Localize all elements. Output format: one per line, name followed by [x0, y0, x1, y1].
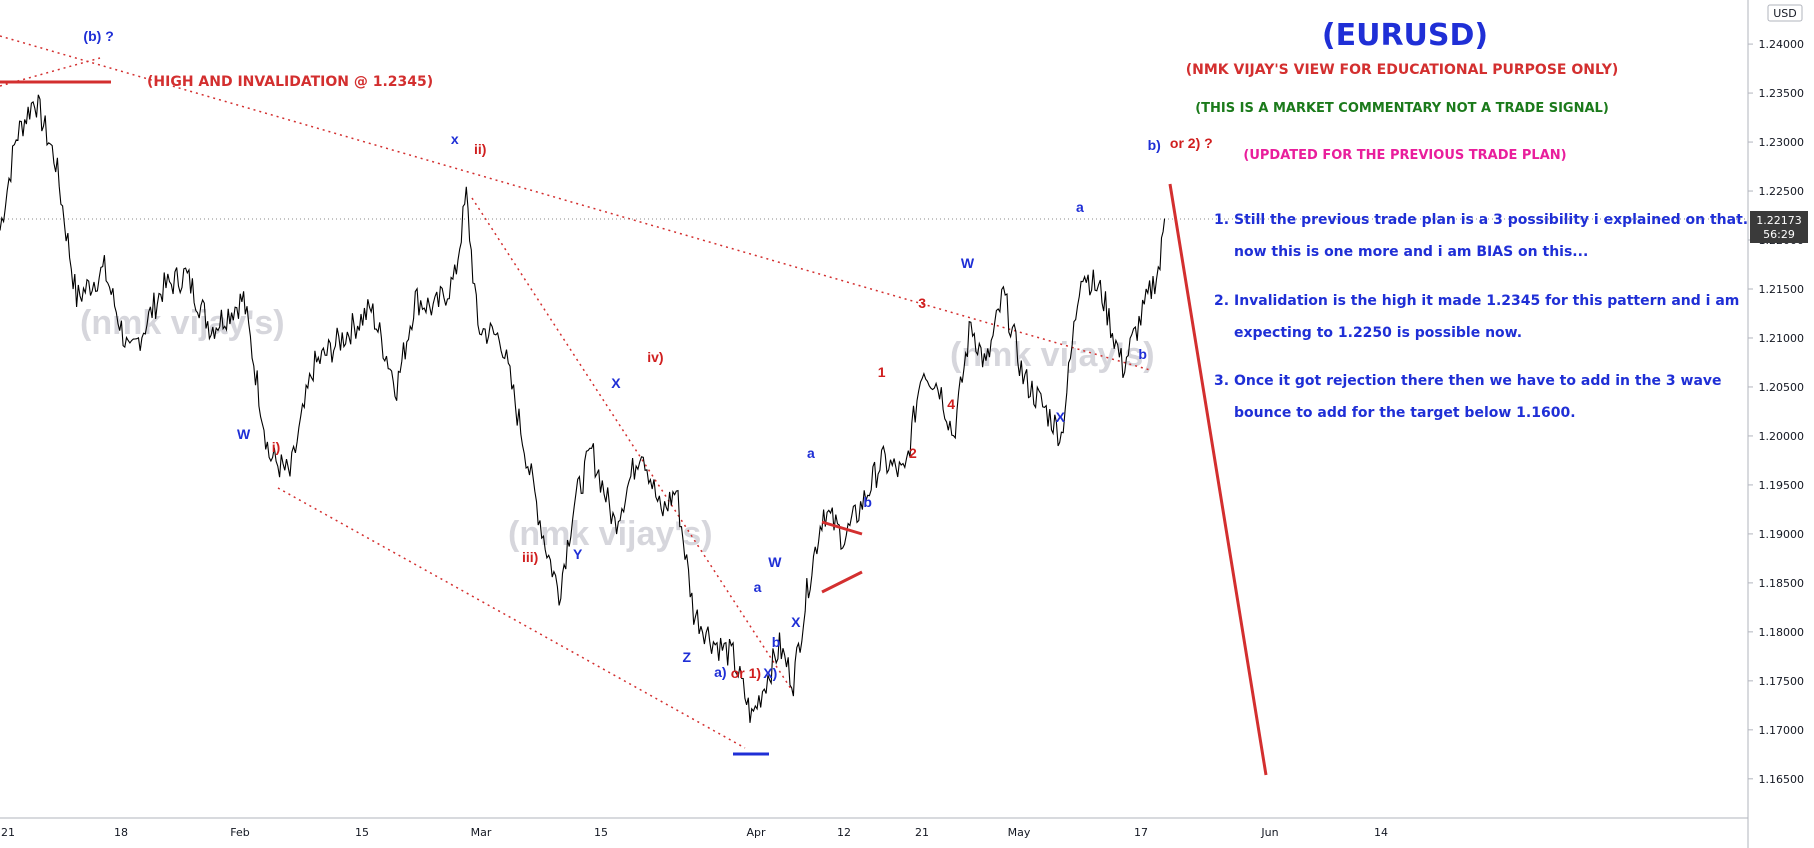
watermark-1: (nmk vijay's) — [80, 304, 285, 342]
subtitle-educational: (NMK VIJAY'S VIEW FOR EDUCATIONAL PURPOS… — [1186, 62, 1619, 78]
note-2-number: 2. — [1214, 293, 1229, 309]
wave-label: 1 — [878, 364, 886, 380]
note-1-number: 1. — [1214, 212, 1229, 228]
wave-label: a — [807, 445, 815, 461]
x-tick-label: 21 — [1, 826, 15, 839]
subtitle-commentary: (THIS IS A MARKET COMMENTARY NOT A TRADE… — [1195, 101, 1609, 116]
x-tick-label: May — [1008, 826, 1031, 839]
x-tick-label: 15 — [355, 826, 369, 839]
x-tick-label: Apr — [746, 826, 766, 839]
countdown-label: 56:29 — [1763, 228, 1795, 241]
wave-label: b — [772, 634, 781, 650]
y-tick-label: 1.24000 — [1759, 38, 1805, 51]
y-tick-label: 1.16500 — [1759, 773, 1805, 786]
y-tick-label: 1.19000 — [1759, 528, 1805, 541]
note-2-line-1: Invalidation is the high it made 1.2345 … — [1234, 293, 1739, 309]
x-tick-label: Mar — [471, 826, 492, 839]
y-tick-label: 1.18000 — [1759, 626, 1805, 639]
price-line — [0, 94, 1166, 723]
lower-channel-line — [277, 487, 746, 749]
wave-label: iii) — [522, 549, 538, 565]
note-3-line-1: Once it got rejection there then we have… — [1234, 373, 1722, 389]
y-tick-label: 1.17500 — [1759, 675, 1805, 688]
wave-label: or 1) — [731, 665, 761, 681]
y-tick-label: 1.20500 — [1759, 381, 1805, 394]
y-tick-label: 1.19500 — [1759, 479, 1805, 492]
y-tick-label: 1.22500 — [1759, 185, 1805, 198]
watermark-2: (nmk vijay's) — [508, 515, 713, 553]
wave-label: a — [754, 579, 762, 595]
wave-label: X — [791, 614, 801, 630]
x-tick-label: 17 — [1134, 826, 1148, 839]
wave-label: Y — [573, 546, 583, 562]
y-tick-label: 1.20000 — [1759, 430, 1805, 443]
price-series — [0, 94, 1166, 723]
x-tick-label: Feb — [230, 826, 249, 839]
x-tick-label: 15 — [594, 826, 608, 839]
wave-label: i) — [272, 439, 281, 455]
triangle-lower — [821, 570, 863, 594]
price-axis[interactable] — [1748, 0, 1814, 848]
x-tick-label: 12 — [837, 826, 851, 839]
note-1-line-2: now this is one more and i am BIAS on th… — [1234, 244, 1588, 260]
x-tick-label: Jun — [1260, 826, 1278, 839]
inner-trend-line — [471, 197, 796, 696]
y-tick-label: 1.17000 — [1759, 724, 1805, 737]
notes: 1. Still the previous trade plan is a 3 … — [1214, 212, 1759, 421]
y-tick-label: 1.21000 — [1759, 332, 1805, 345]
x-tick-label: 18 — [114, 826, 128, 839]
subtitle-updated: (UPDATED FOR THE PREVIOUS TRADE PLAN) — [1243, 148, 1566, 163]
wave-label: X — [611, 375, 621, 391]
chart-title: (EURUSD) — [1322, 18, 1488, 53]
wave-label: a — [1076, 199, 1084, 215]
wave-label: (b) ? — [83, 28, 113, 44]
wave-label: X — [1056, 409, 1066, 425]
wave-label: b — [863, 494, 872, 510]
y-tick-label: 1.21500 — [1759, 283, 1805, 296]
note-2-line-2: expecting to 1.2250 is possible now. — [1234, 325, 1522, 341]
last-price-box — [1750, 211, 1808, 243]
y-tick-label: 1.18500 — [1759, 577, 1805, 590]
last-price-label: 1.22173 — [1756, 214, 1802, 227]
wave-label: Z — [682, 649, 691, 665]
x-tick-label: 21 — [915, 826, 929, 839]
wave-label: 3 — [918, 295, 926, 311]
wave-label: 4 — [947, 396, 955, 412]
x-tick-label: 14 — [1374, 826, 1388, 839]
x-axis-ticks[interactable]: 21 18 Feb 15 Mar 15 Apr 12 21 May 17 Jun 14 — [1, 826, 1388, 839]
wave-label: b — [1138, 346, 1147, 362]
wave-label: ii) — [474, 141, 486, 157]
wave-label: W — [237, 426, 251, 442]
currency-box — [1767, 4, 1803, 22]
note-1-line-1: Still the previous trade plan is a 3 pos… — [1234, 212, 1759, 228]
high-invalidation-label: (HIGH AND INVALIDATION @ 1.2345) — [147, 74, 433, 90]
wave-label: W — [961, 255, 975, 271]
upper-channel-line — [0, 35, 1151, 371]
y-tick-label: 1.23000 — [1759, 136, 1805, 149]
currency-label: USD — [1773, 7, 1797, 20]
y-axis-ticks: 1.240001.235001.230001.225001.220001.215… — [1748, 38, 1804, 786]
note-3-line-2: bounce to add for the target below 1.160… — [1234, 405, 1576, 421]
wave-label: W — [768, 554, 782, 570]
note-3-number: 3. — [1214, 373, 1229, 389]
wave-label: x — [451, 131, 459, 147]
wave-label: b) — [1148, 137, 1161, 153]
y-tick-label: 1.23500 — [1759, 87, 1805, 100]
wave-label: iv) — [647, 349, 663, 365]
wave-label: 2 — [909, 445, 917, 461]
triangle-upper — [821, 520, 863, 536]
wave-label: X) — [763, 665, 777, 681]
watermark-3: (nmk vijay's) — [950, 336, 1155, 374]
wave-label: or 2) ? — [1170, 135, 1213, 151]
wave-label: a) — [714, 664, 726, 680]
projection-line — [1168, 183, 1268, 776]
